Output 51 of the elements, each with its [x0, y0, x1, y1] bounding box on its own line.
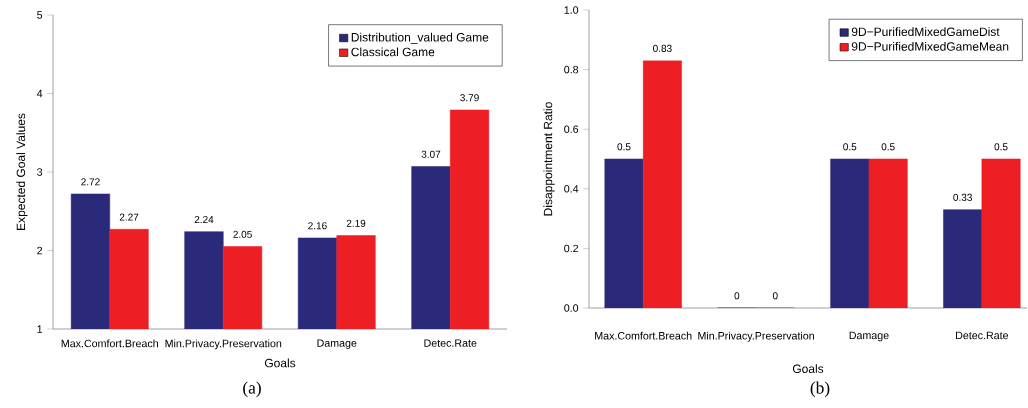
legend-label: 9D−PurifiedMixedGameMean — [851, 41, 1009, 51]
data-label: 3.07 — [421, 150, 441, 158]
x-tick-label: Max.Comfort.Breach — [595, 331, 692, 340]
data-label: 2.72 — [81, 178, 100, 186]
data-label: 0.5 — [617, 143, 631, 151]
x-tick-label: Damage — [317, 339, 357, 349]
data-label: 0.5 — [994, 143, 1008, 151]
data-label: 2.27 — [119, 213, 139, 221]
data-label: 2.16 — [308, 222, 327, 230]
y-tick-label: 0.6 — [564, 125, 579, 133]
data-label: 0.5 — [881, 143, 895, 151]
x-tick-label: Max.Comfort.Breach — [61, 339, 158, 348]
data-label: 0 — [772, 292, 778, 300]
legend-label: 9D−PurifiedMixedGameDist — [851, 27, 1000, 37]
text: (b) — [810, 381, 830, 398]
data-label: 0.5 — [843, 143, 857, 151]
y-tick-label: 2 — [37, 246, 43, 255]
text: (a) — [243, 381, 261, 398]
x-tick-label: Damage — [849, 331, 889, 342]
x-tick-label: Min.Privacy.Preservation — [698, 331, 814, 342]
y-axis-title: Disappointment Ratio — [543, 102, 555, 216]
legend-label: Classical Game — [351, 47, 435, 57]
bar — [943, 209, 983, 308]
bar — [981, 158, 1021, 308]
x-tick-label: Min.Privacy.Preservation — [165, 339, 282, 350]
y-tick-label: 0.4 — [564, 185, 579, 193]
data-label: 0.33 — [953, 193, 972, 201]
x-tick-label: Detec.Rate — [956, 331, 1009, 340]
y-tick-label: 1 — [37, 325, 43, 333]
bar — [830, 158, 870, 308]
bar — [868, 158, 908, 308]
y-tick-label: 0.0 — [564, 304, 579, 312]
data-label: 2.19 — [346, 219, 366, 227]
y-tick-label: 4 — [36, 89, 43, 98]
x-axis-title: Goals — [264, 358, 296, 368]
bar — [604, 158, 644, 308]
data-label: 2.05 — [233, 230, 252, 238]
x-tick-label: Detec.Rate — [424, 339, 477, 347]
y-axis-title: Expected Goal Values — [16, 113, 28, 230]
data-label: 3.79 — [460, 94, 479, 102]
data-label: 0 — [734, 292, 740, 300]
x-axis-title: Goals — [792, 364, 824, 373]
y-tick-label: 1.0 — [564, 6, 579, 14]
y-tick-label: 0.2 — [564, 244, 579, 253]
data-label: 2.24 — [194, 215, 214, 223]
bar — [642, 60, 682, 308]
data-label: 0.83 — [653, 44, 672, 52]
y-tick-label: 5 — [37, 11, 43, 19]
y-tick-label: 3 — [37, 168, 43, 176]
legend-label: Distribution_valued Game — [351, 32, 489, 44]
y-tick-label: 0.8 — [564, 65, 579, 74]
